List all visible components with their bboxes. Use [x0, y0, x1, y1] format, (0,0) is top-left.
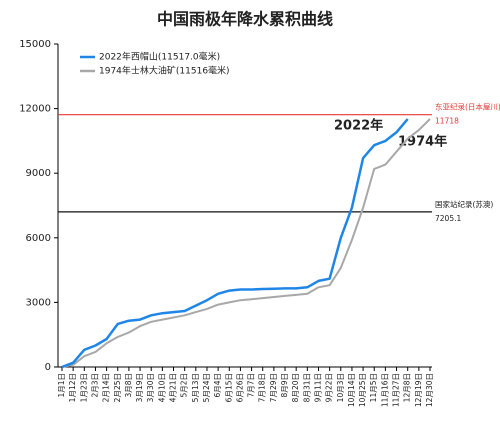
- x-tick-label: 11月16日: [380, 373, 389, 407]
- x-tick-label: 4月21日: [169, 373, 178, 402]
- x-tick-label: 8月20日: [291, 373, 300, 402]
- chart-title: 中国雨极年降水累积曲线: [157, 10, 333, 29]
- x-tick-label: 11月5日: [369, 373, 378, 402]
- x-tick-label: 5月24日: [202, 373, 211, 402]
- x-tick-label: 5月2日: [180, 373, 189, 398]
- reference-value: 7205.1: [435, 214, 461, 223]
- x-tick-label: 12月19日: [414, 373, 423, 407]
- x-tick-label: 10月14日: [347, 373, 356, 407]
- x-tick-label: 1月23日: [79, 373, 88, 402]
- x-tick-label: 2月25日: [113, 373, 122, 402]
- x-tick-label: 3月8日: [124, 373, 133, 398]
- x-tick-label: 2月14日: [102, 373, 111, 402]
- x-tick-label: 7月7日: [247, 373, 256, 398]
- x-tick-label: 2月3日: [90, 373, 99, 398]
- y-tick-label: 9000: [26, 168, 51, 179]
- x-tick-label: 3月30日: [146, 373, 155, 402]
- x-tick-label: 4月10日: [157, 373, 166, 402]
- x-tick-label: 12月30日: [425, 373, 434, 407]
- x-tick-label: 5月13日: [191, 373, 200, 402]
- x-tick-label: 6月26日: [235, 373, 244, 402]
- y-tick-label: 12000: [19, 104, 51, 115]
- x-tick-label: 11月27日: [392, 373, 401, 407]
- x-tick-label: 10月25日: [358, 373, 367, 407]
- series-line: [61, 118, 409, 369]
- x-tick-label: 8月9日: [280, 373, 289, 398]
- x-tick-label: 7月18日: [258, 373, 267, 402]
- y-tick-label: 0: [45, 362, 51, 373]
- x-tick-label: 1月12日: [68, 373, 77, 402]
- x-tick-label: 9月22日: [325, 373, 334, 402]
- x-tick-label: 6月4日: [213, 373, 222, 398]
- reference-label: 国家站纪录(苏澳): [435, 199, 493, 209]
- x-tick-label: 3月19日: [135, 373, 144, 402]
- reference-value: 11718: [435, 117, 459, 126]
- legend-label: 1974年士林大油矿(11516毫米): [99, 65, 230, 77]
- x-tick-label: 1月1日: [57, 373, 66, 398]
- x-tick-label: 7月29日: [269, 373, 278, 402]
- y-tick-label: 15000: [19, 39, 51, 50]
- x-tick-label: 9月11日: [313, 373, 322, 402]
- x-tick-label: 8月31日: [302, 373, 311, 402]
- x-tick-label: 12月8日: [403, 373, 412, 402]
- x-tick-label: 10月3日: [336, 373, 345, 402]
- y-tick-label: 6000: [26, 233, 51, 244]
- annotation: 2022年: [334, 118, 383, 134]
- legend-label: 2022年西帽山(11517.0毫米): [99, 51, 220, 63]
- reference-label: 东亚纪录(日本屋川): [435, 102, 500, 112]
- y-tick-label: 3000: [26, 297, 51, 308]
- x-tick-label: 6月15日: [224, 373, 233, 402]
- series-line: [61, 118, 431, 368]
